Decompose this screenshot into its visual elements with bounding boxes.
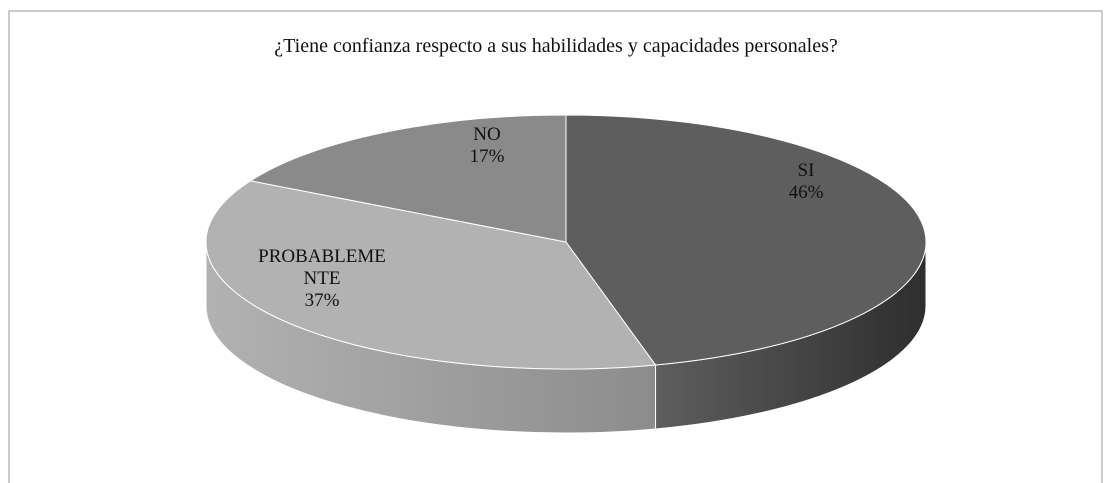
data-label-value: 37%: [305, 290, 340, 311]
data-label-value: 17%: [470, 146, 505, 167]
pie-slice: [565, 114, 927, 366]
chart-title: ¿Tiene confianza respecto a sus habilida…: [274, 35, 838, 57]
data-label-category: PROBABLEME NTE: [258, 246, 386, 289]
label-line: PROBABLEME: [258, 246, 386, 267]
pie-slice: [205, 180, 657, 370]
data-label-category: NO: [473, 124, 500, 145]
data-label-value: 46%: [789, 182, 824, 203]
pie-slice: [249, 114, 567, 243]
chart-frame: [8, 10, 1103, 483]
label-line: NTE: [304, 268, 341, 289]
data-label-category: SI: [798, 160, 815, 181]
